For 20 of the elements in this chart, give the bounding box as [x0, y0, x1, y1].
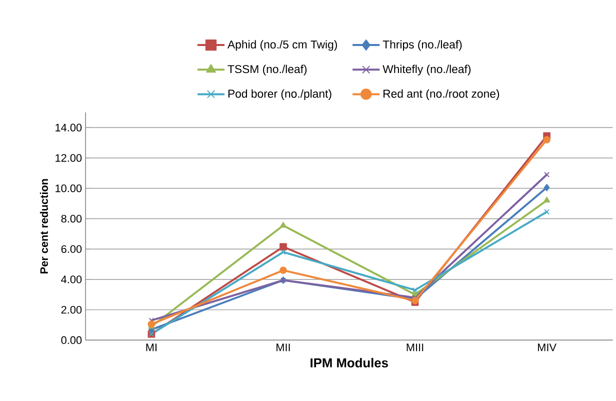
y-tick-label: 10.00 [56, 184, 82, 192]
x-axis-title: IPM Modules [310, 358, 388, 368]
x-tick-label: MIV [538, 344, 556, 352]
legend-label: Whitefly (no./leaf) [382, 64, 471, 76]
x-tick-label: MIII [406, 344, 424, 352]
y-tick-label: 0.00 [61, 336, 82, 344]
x-tick-label: MII [276, 344, 290, 352]
y-tick-label: 8.00 [61, 214, 82, 223]
legend-label: Thrips (no./leaf) [382, 40, 462, 51]
y-axis-title: Per cent reduction [40, 179, 48, 274]
legend-label: Aphid (no./5 cm Twig) [228, 40, 337, 51]
legend-label: Pod borer (no./plant) [228, 89, 332, 100]
y-tick-label: 6.00 [61, 245, 82, 253]
y-tick-label: 2.00 [61, 306, 82, 314]
x-tick-label: MI [146, 344, 156, 352]
legend-label: Red ant (no./root zone) [384, 89, 500, 100]
y-tick-label: 12.00 [56, 154, 82, 162]
legend-label: TSSM (no./leaf) [228, 64, 307, 76]
y-tick-label: 4.00 [61, 276, 82, 284]
y-tick-label: 14.00 [56, 124, 82, 132]
